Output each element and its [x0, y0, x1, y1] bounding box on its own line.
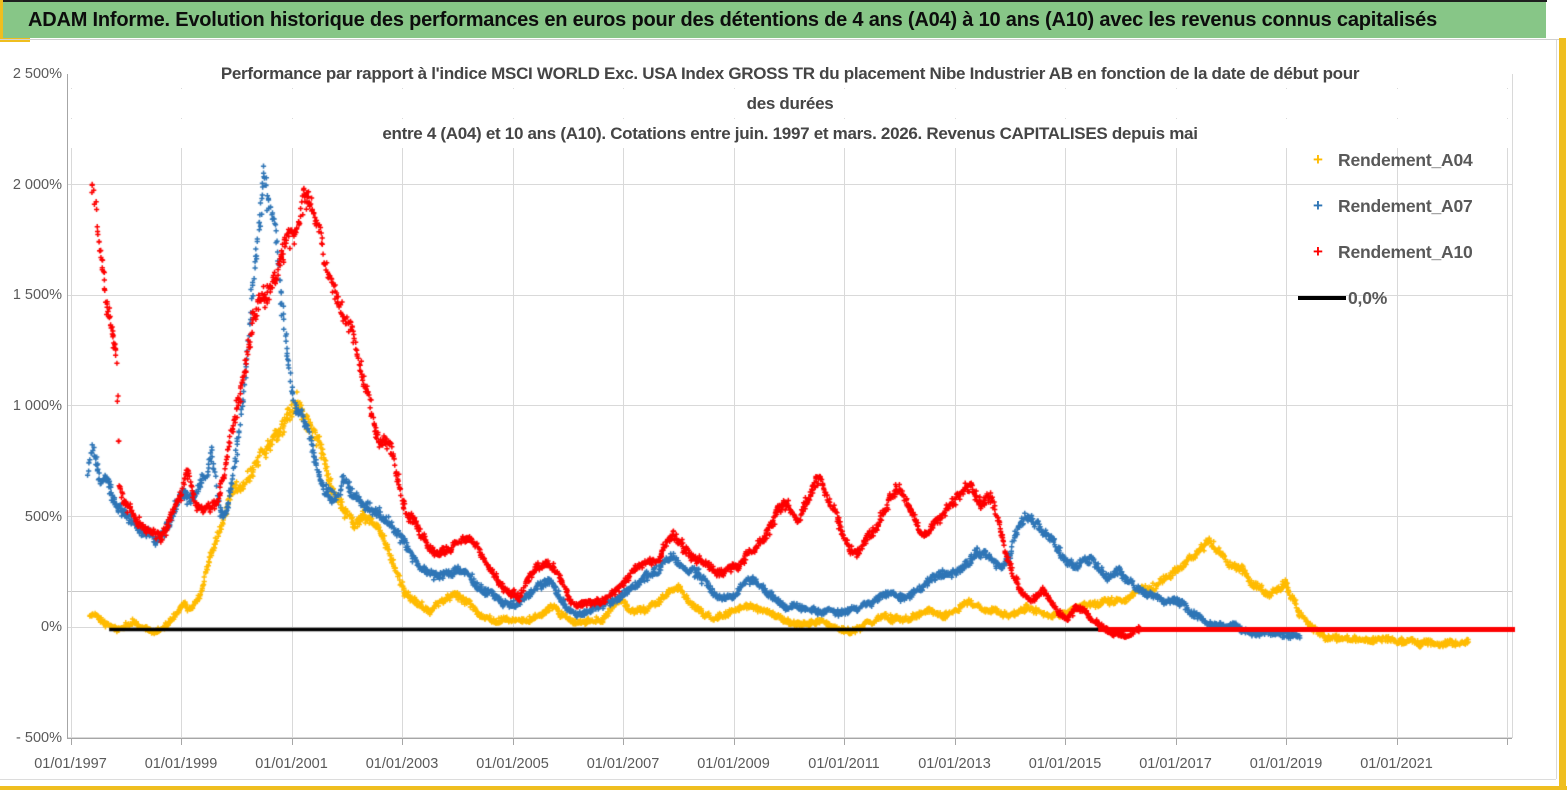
- chart-legend: + Rendement_A04 + Rendement_A07 + Rendement_A…: [1298, 150, 1508, 308]
- v-gridline: [733, 74, 735, 738]
- legend-item-rendement-a04: + Rendement_A04: [1298, 150, 1508, 170]
- y-axis-line: [67, 74, 68, 738]
- h-gridline: [68, 294, 1512, 296]
- x-axis-label: 01/01/2007: [586, 756, 660, 772]
- x-axis-line: [67, 738, 1512, 739]
- x-axis-tick: [1396, 738, 1398, 745]
- x-axis-label: 01/01/2003: [365, 756, 439, 772]
- x-axis-tick: [1175, 738, 1177, 745]
- y-axis-label: 1 500%: [12, 287, 62, 304]
- y-axis-label: 1 000%: [12, 397, 62, 414]
- x-axis-tick: [623, 738, 624, 745]
- legend-label: 0,0%: [1348, 287, 1388, 308]
- gold-bottom-border: [0, 786, 1567, 790]
- legend-item-rendement-a10: + Rendement_A10: [1298, 242, 1508, 262]
- legend-plus-marker-icon: +: [1313, 242, 1323, 261]
- bottom-divider: [0, 779, 1556, 780]
- y-axis-label: 500%: [24, 508, 62, 525]
- h-gridline: [68, 405, 1512, 407]
- x-axis-label: 01/01/2011: [808, 756, 880, 772]
- h-gridline: [68, 516, 1512, 518]
- chart-title-line-1: Performance par rapport à l'indice MSCI …: [68, 59, 1512, 88]
- v-gridline: [623, 74, 624, 738]
- legend-plus-marker-icon: +: [1313, 150, 1323, 169]
- x-axis-tick: [733, 738, 735, 745]
- x-axis-tick: [1507, 738, 1508, 745]
- x-axis-tick: [70, 738, 72, 745]
- v-gridline: [954, 74, 956, 738]
- x-axis-label: 01/01/2005: [476, 756, 549, 772]
- x-axis-tick: [1286, 738, 1287, 745]
- x-axis-tick: [291, 738, 293, 745]
- h-gridline: [68, 184, 1512, 186]
- x-axis-label: 01/01/2019: [1249, 756, 1323, 772]
- chart-title-line-3: entre 4 (A04) et 10 ans (A10). Cotations…: [68, 119, 1512, 148]
- y-axis-label: 0%: [41, 619, 62, 636]
- x-axis-label: 01/01/1997: [34, 756, 107, 772]
- v-gridline: [70, 74, 72, 738]
- v-gridline: [402, 74, 403, 738]
- x-axis-label: 01/01/2021: [1360, 756, 1433, 772]
- legend-label: Rendement_A04: [1338, 149, 1473, 170]
- extra-faint-gridline: [68, 591, 1512, 593]
- v-gridline: [1175, 74, 1177, 738]
- x-axis-tick: [402, 738, 403, 745]
- legend-label: Rendement_A07: [1338, 195, 1473, 216]
- x-axis-tick: [844, 738, 845, 745]
- plot-right-border: [1512, 74, 1513, 738]
- x-axis-label: 01/01/2013: [918, 756, 991, 772]
- v-gridline: [181, 74, 182, 738]
- chart-title-line-2: des durées: [68, 89, 1512, 118]
- legend-item-0-0-: 0,0%: [1298, 288, 1508, 308]
- x-axis-tick: [1065, 738, 1066, 745]
- x-axis-label: 01/01/1999: [144, 756, 218, 772]
- legend-item-rendement-a07: + Rendement_A07: [1298, 196, 1508, 216]
- v-gridline: [844, 74, 845, 738]
- legend-line-marker-icon: [1298, 295, 1346, 301]
- gold-right-border: [1559, 38, 1566, 790]
- h-gridline: [68, 626, 1512, 628]
- y-axis-label: 2 500%: [12, 65, 62, 82]
- y-axis-label: 2 000%: [12, 176, 62, 193]
- v-gridline: [512, 74, 514, 738]
- x-axis-tick: [954, 738, 956, 745]
- v-gridline: [1065, 74, 1066, 738]
- x-axis-tick: [181, 738, 182, 745]
- gold-left-accent: [0, 0, 3, 42]
- x-axis-label: 01/01/2009: [697, 756, 770, 772]
- chart-right-border: [1556, 40, 1557, 779]
- x-axis-label: 01/01/2017: [1139, 756, 1212, 772]
- y-axis-label: - 500%: [16, 729, 62, 746]
- x-axis-label: 01/01/2015: [1028, 756, 1102, 772]
- legend-plus-marker-icon: +: [1313, 196, 1323, 215]
- legend-label: Rendement_A10: [1338, 241, 1473, 262]
- v-gridline: [1286, 74, 1287, 738]
- x-axis-tick: [512, 738, 514, 745]
- page-title: ADAM Informe. Evolution historique des p…: [2, 2, 1546, 38]
- v-gridline: [291, 74, 293, 738]
- x-axis-label: 01/01/2001: [255, 756, 328, 772]
